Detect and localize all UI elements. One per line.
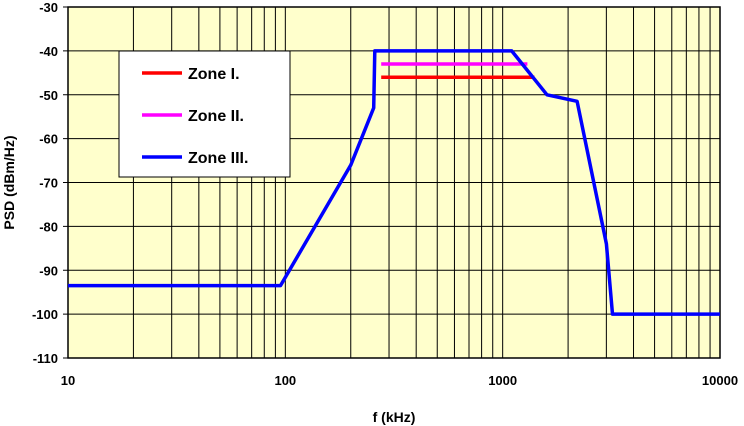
y-tick-label: -50 — [39, 88, 58, 103]
x-tick-label: 10 — [61, 373, 75, 388]
y-axis-ticks: -30 -40 -50 -60 -70 -80 -90 -100 -110 — [32, 0, 68, 366]
y-tick-label: -110 — [33, 351, 58, 366]
x-tick-label: 10000 — [702, 373, 738, 388]
legend-entry: Zone II. — [188, 108, 244, 125]
x-axis-label: f (kHz) — [373, 409, 416, 425]
legend-entry: Zone I. — [188, 66, 240, 83]
y-tick-label: -100 — [32, 307, 58, 322]
series-lines — [68, 49, 720, 316]
x-tick-label: 1000 — [488, 373, 517, 388]
x-tick-label: 100 — [274, 373, 296, 388]
legend: Zone I. Zone II. Zone III. — [118, 50, 291, 178]
y-tick-label: -60 — [39, 132, 58, 147]
y-tick-label: -80 — [39, 219, 58, 234]
y-tick-label: -70 — [39, 176, 58, 191]
y-tick-label: -40 — [39, 44, 58, 59]
y-tick-label: -90 — [39, 263, 58, 278]
x-axis-ticks: 10 100 1000 10000 — [61, 373, 738, 388]
y-tick-label: -30 — [39, 0, 58, 15]
legend-entry: Zone III. — [188, 150, 248, 167]
series-line — [68, 49, 720, 316]
y-axis-label: PSD (dBm/Hz) — [1, 135, 17, 229]
